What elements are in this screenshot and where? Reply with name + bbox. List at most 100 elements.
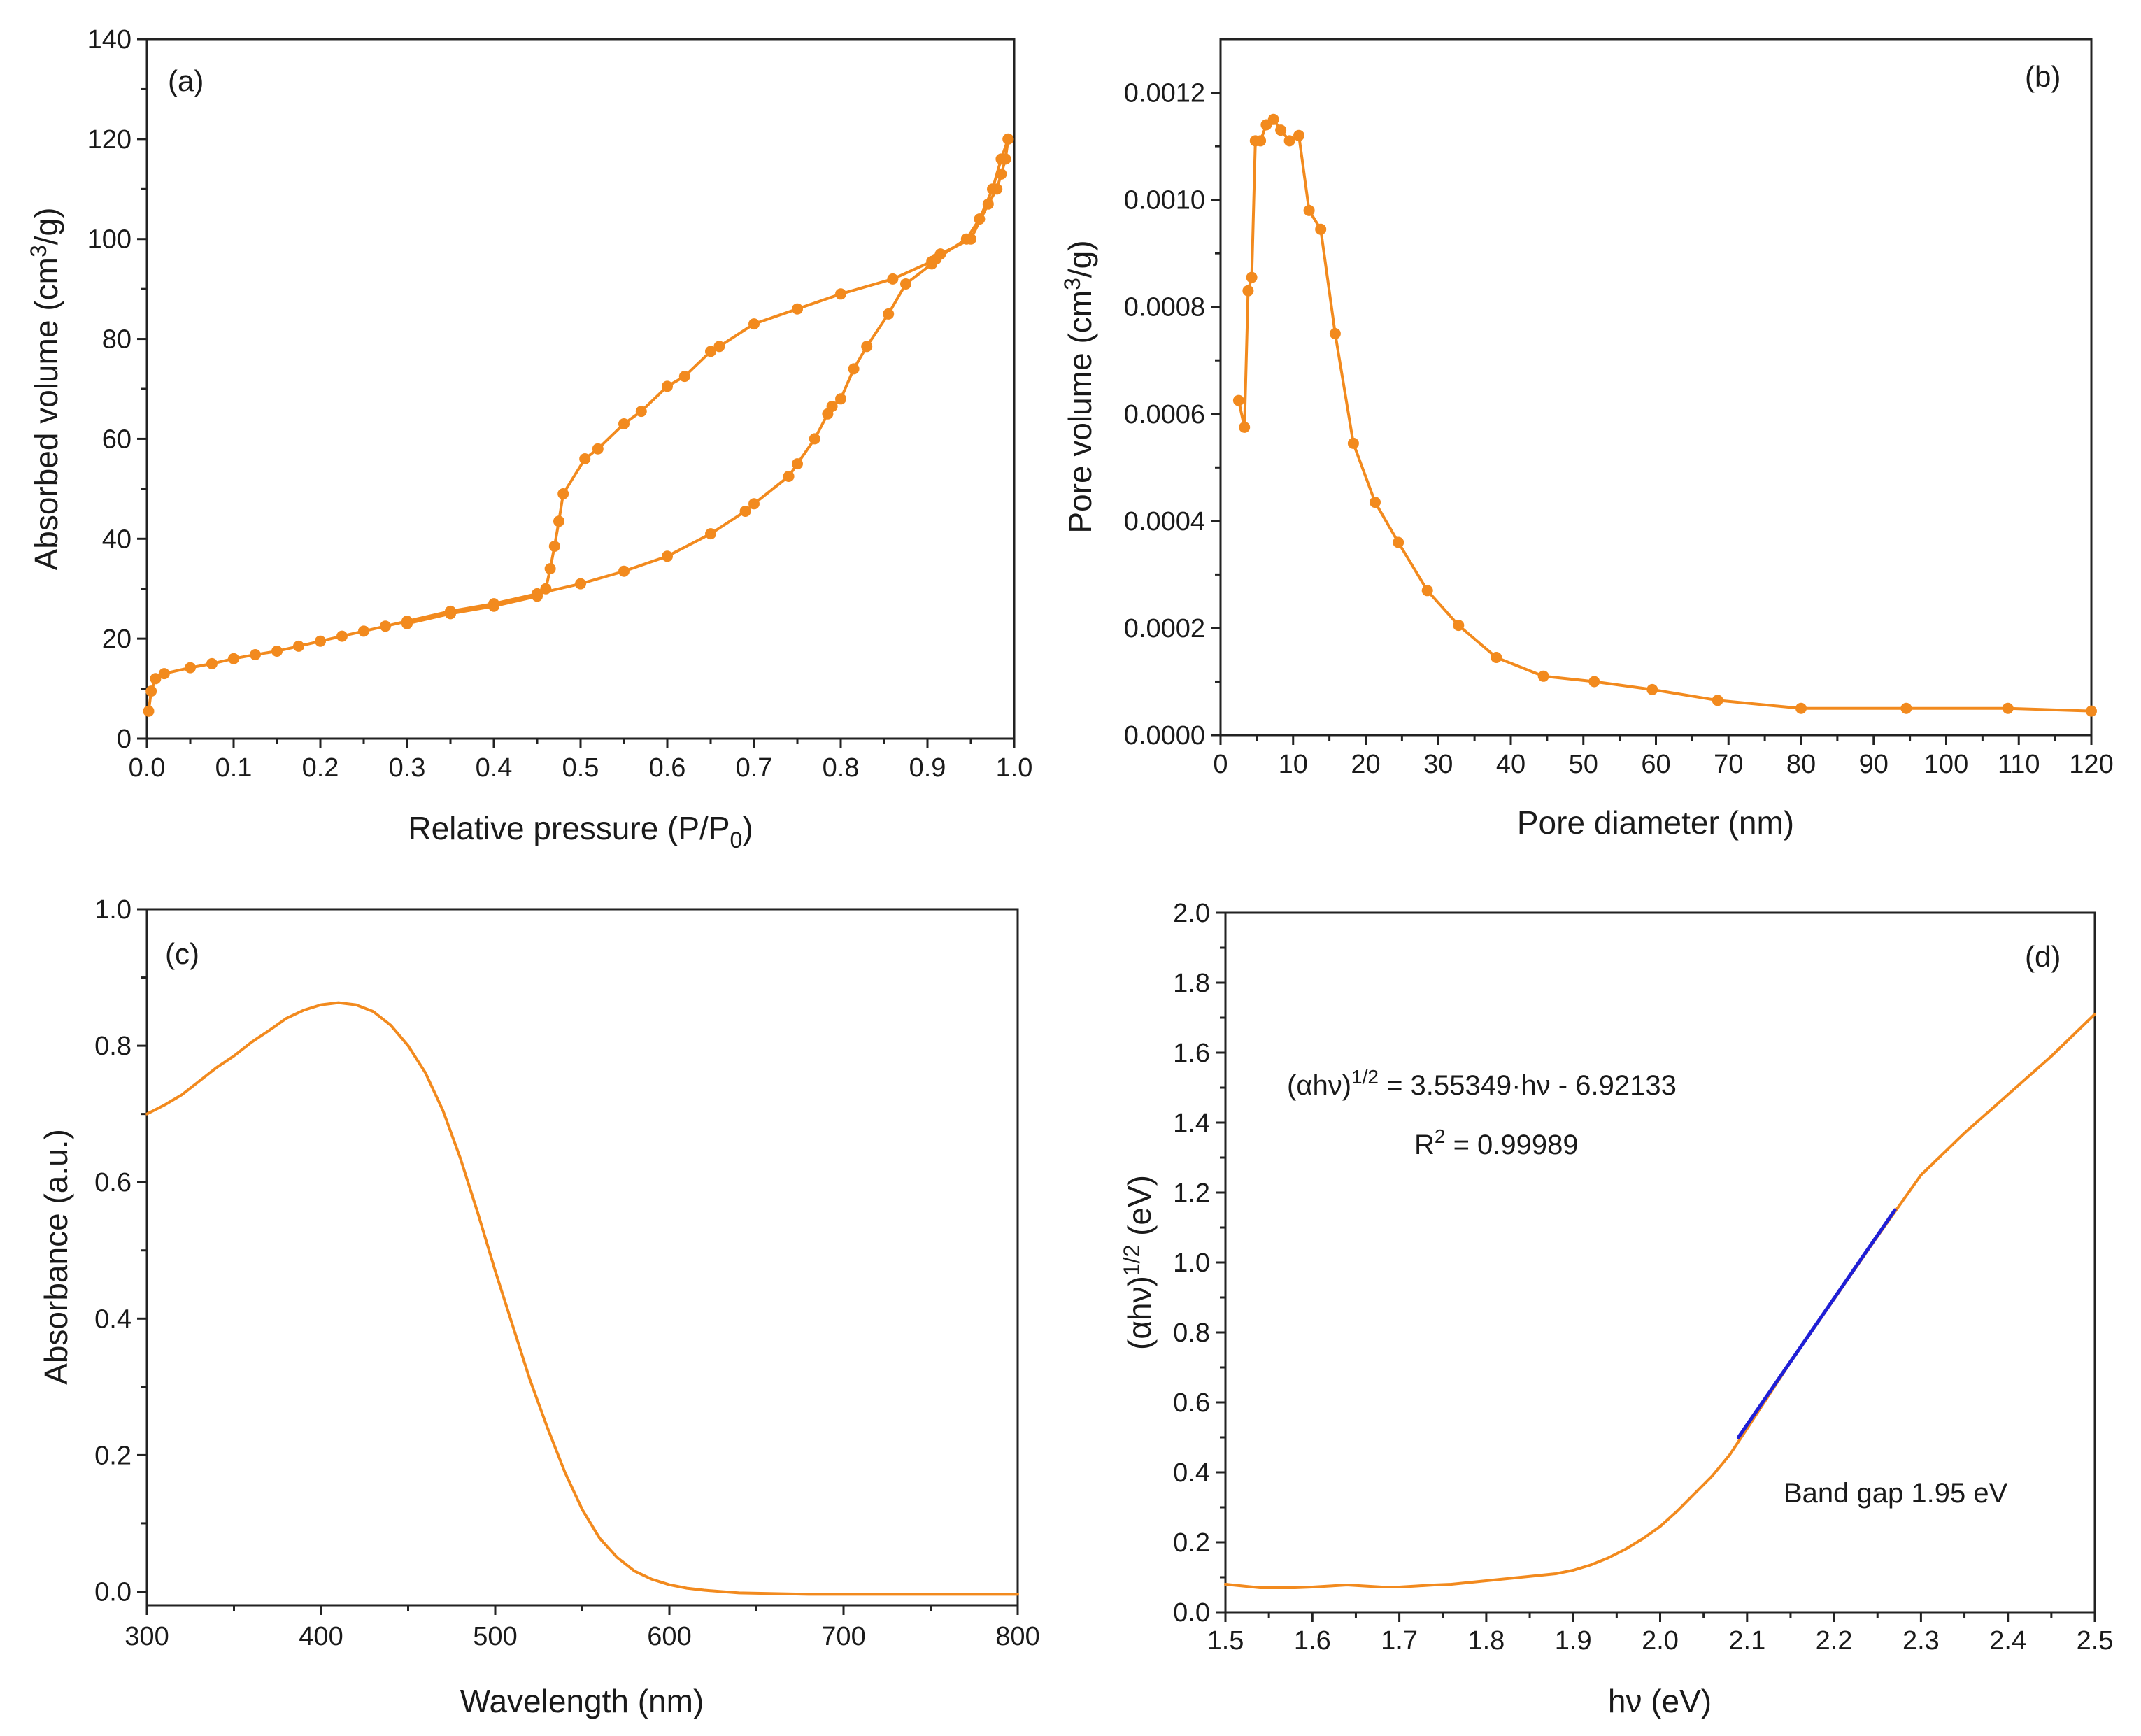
panel-b-point-pore-size-distribution	[1712, 695, 1723, 706]
panel-a-point-desorption	[748, 318, 760, 330]
panel-c-xtick-label: 800	[995, 1622, 1039, 1651]
panel-d-xtick-label: 2.4	[1989, 1626, 2026, 1656]
panel-a-point-desorption	[618, 418, 630, 429]
panel-a-point-adsorption	[883, 308, 895, 320]
panel-a-point-adsorption	[315, 635, 326, 647]
panel-b-ytick-label: 0.0010	[1124, 186, 1205, 215]
panel-b-point-pore-size-distribution	[1239, 421, 1251, 433]
panel-d-ytick-label: 2.0	[1173, 899, 1210, 928]
panel-d-ytick-label: 1.8	[1173, 969, 1210, 998]
panel-a-point-adsorption	[900, 278, 911, 290]
panel-a-xtick-label: 0.3	[389, 753, 426, 783]
panel-d-xtick-label: 2.3	[1902, 1626, 1940, 1656]
panel-b-xtick-label: 120	[2069, 750, 2113, 779]
panel-b-point-pore-size-distribution	[1329, 328, 1341, 339]
panel-d-ytick-label: 0.6	[1173, 1388, 1210, 1418]
panel-a-point-adsorption	[358, 625, 369, 637]
panel-a-ytick-label: 100	[87, 225, 131, 255]
panel-a-point-desorption	[401, 618, 413, 629]
panel-c-label: (c)	[165, 937, 199, 970]
panel-a-point-desorption	[974, 213, 986, 225]
panel-d-ylabel: (αhν)1/2 (eV)	[1119, 1175, 1158, 1350]
panel-a-point-adsorption	[228, 653, 239, 664]
panel-b-xtick-label: 70	[1714, 750, 1743, 779]
panel-b-point-pore-size-distribution	[2002, 702, 2014, 714]
panel-a-point-desorption	[488, 600, 499, 612]
panel-a-point-desorption	[792, 303, 803, 315]
panel-c-xtick-label: 600	[647, 1622, 691, 1651]
panel-a-point-desorption	[987, 183, 998, 195]
panel-a-point-adsorption	[185, 662, 196, 674]
panel-a-point-adsorption	[826, 401, 838, 412]
panel-b-ytick-label: 0.0004	[1124, 507, 1205, 536]
panel-a-marks	[143, 133, 1014, 717]
panel-a-point-adsorption	[748, 498, 760, 510]
panel-a-xtick-label: 0.8	[823, 753, 860, 783]
panel-b-point-pore-size-distribution	[1453, 620, 1465, 632]
panel-c-ytick-label: 0.0	[94, 1577, 131, 1607]
panel-b-point-pore-size-distribution	[1900, 702, 1912, 714]
panel-a-point-desorption	[887, 273, 899, 285]
panel-b-point-pore-size-distribution	[1275, 124, 1287, 136]
panel-a-point-adsorption	[861, 341, 873, 353]
panel-a-xtick-label: 0.2	[302, 753, 339, 783]
panel-b-xtick-label: 50	[1569, 750, 1598, 779]
panel-a-ytick-label: 60	[102, 425, 131, 454]
panel-a-ticks: 0.0 0.1 0.2 0.3 0.4 0.5 0.6 0.7 0.8 0.9 1.0 0 20 40 60…	[87, 25, 1033, 783]
panel-b-pore-distribution: 0 10 20 30 40 50 60 70 80 90 100 110 120 0.0000 0.0002…	[1060, 38, 2114, 841]
panel-c-ylabel: Absorbance (a.u.)	[38, 1129, 74, 1385]
panel-b-point-pore-size-distribution	[1242, 285, 1254, 297]
panel-b-xtick-label: 110	[1998, 750, 2040, 779]
panel-d-band-gap: Band gap 1.95 eV	[1784, 1478, 2008, 1509]
panel-b-point-pore-size-distribution	[1795, 702, 1807, 714]
panel-c-ytick-label: 0.2	[94, 1441, 131, 1470]
panel-b-xtick-label: 10	[1279, 750, 1308, 779]
panel-b-point-pore-size-distribution	[1293, 129, 1304, 141]
panel-d-xtick-label: 1.6	[1294, 1626, 1331, 1656]
panel-d-fit-equation: (αhν)1/2 = 3.55349·hν - 6.92133	[1287, 1066, 1677, 1101]
panel-d-xtick-label: 1.8	[1467, 1626, 1505, 1656]
panel-c-marks	[145, 1001, 1019, 1596]
panel-a-point-adsorption	[158, 668, 170, 680]
panel-a-point-adsorption	[705, 528, 716, 540]
panel-d-xtick-label: 2.5	[2077, 1626, 2114, 1656]
panel-b-xlabel: Pore diameter (nm)	[1517, 804, 1794, 841]
panel-a-xtick-label: 0.6	[649, 753, 686, 783]
panel-a-point-adsorption	[662, 550, 673, 562]
panel-d-xtick-label: 2.0	[1642, 1626, 1679, 1656]
panel-a-point-adsorption	[206, 657, 218, 669]
panel-b-point-pore-size-distribution	[1232, 394, 1244, 406]
panel-a-point-desorption	[678, 371, 690, 383]
panel-c-plot-frame	[145, 908, 1019, 1607]
panel-a-point-desorption	[553, 515, 564, 527]
panel-a-point-adsorption	[792, 458, 803, 470]
panel-a-point-desorption	[548, 541, 560, 552]
panel-a-point-desorption	[960, 233, 972, 245]
panel-b-point-pore-size-distribution	[1246, 271, 1258, 283]
panel-a-point-adsorption	[835, 393, 846, 405]
panel-d-xtick-label: 2.2	[1816, 1626, 1853, 1656]
panel-c-ytick-label: 0.6	[94, 1168, 131, 1197]
panel-a-xtick-label: 0.0	[129, 753, 166, 783]
panel-a-xlabel: Relative pressure (P/P0)	[408, 810, 753, 853]
panel-a-isotherm: 0.0 0.1 0.2 0.3 0.4 0.5 0.6 0.7 0.8 0.9 1.0 0 20 40 60…	[26, 25, 1032, 853]
panel-b-point-pore-size-distribution	[1303, 204, 1315, 216]
panel-b-point-pore-size-distribution	[2086, 705, 2097, 717]
panel-b-ylabel: Pore volume (cm3/g)	[1060, 240, 1098, 533]
panel-b-point-pore-size-distribution	[1588, 676, 1600, 688]
panel-a-plot-frame	[145, 38, 1016, 740]
panel-b-xtick-label: 80	[1786, 750, 1816, 779]
panel-d-series-linear-fit	[1736, 1208, 1897, 1439]
panel-d-marks	[1224, 1013, 2096, 1589]
panel-b-xtick-label: 100	[1924, 750, 1968, 779]
panel-b-xtick-label: 60	[1641, 750, 1670, 779]
panel-a-ytick-label: 120	[87, 125, 131, 155]
panel-c-ytick-label: 0.4	[94, 1304, 131, 1334]
panel-a-xtick-label: 0.1	[215, 753, 252, 783]
panel-b-label: (b)	[2025, 60, 2061, 93]
panel-a-ytick-label: 80	[102, 325, 131, 355]
panel-a-xtick-label: 0.7	[736, 753, 773, 783]
panel-d-ytick-label: 1.0	[1173, 1248, 1210, 1278]
panel-a-ylabel: Absorbed volume (cm3/g)	[26, 208, 64, 571]
panel-b-point-pore-size-distribution	[1421, 585, 1433, 597]
